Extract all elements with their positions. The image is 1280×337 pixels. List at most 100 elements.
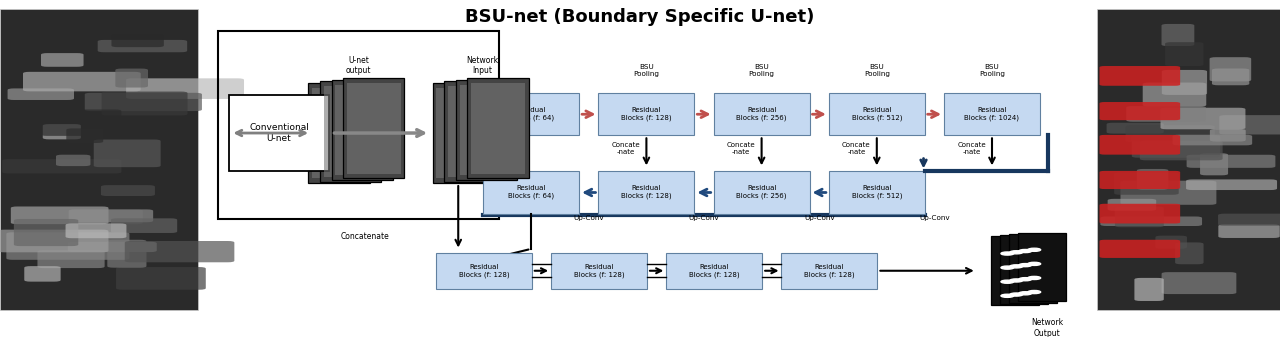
FancyBboxPatch shape	[1100, 102, 1180, 120]
FancyBboxPatch shape	[84, 93, 202, 111]
FancyBboxPatch shape	[467, 78, 529, 178]
Text: Residual
Blocks (f: 512): Residual Blocks (f: 512)	[851, 107, 902, 121]
FancyBboxPatch shape	[460, 85, 513, 175]
FancyBboxPatch shape	[1175, 242, 1203, 264]
Text: Network
Output: Network Output	[1030, 318, 1064, 337]
FancyBboxPatch shape	[1107, 123, 1164, 133]
Text: U-net
output: U-net output	[346, 56, 371, 75]
FancyBboxPatch shape	[0, 229, 109, 252]
FancyBboxPatch shape	[111, 218, 177, 233]
Text: Residual
Blocks (f: 128): Residual Blocks (f: 128)	[804, 264, 855, 278]
FancyBboxPatch shape	[65, 223, 127, 238]
FancyBboxPatch shape	[433, 83, 494, 183]
FancyBboxPatch shape	[41, 53, 83, 67]
Circle shape	[1028, 290, 1041, 294]
FancyBboxPatch shape	[1161, 108, 1245, 129]
FancyBboxPatch shape	[69, 209, 143, 224]
FancyBboxPatch shape	[1162, 70, 1207, 95]
FancyBboxPatch shape	[1156, 236, 1187, 249]
FancyBboxPatch shape	[435, 253, 532, 289]
FancyBboxPatch shape	[1187, 179, 1277, 190]
FancyBboxPatch shape	[1100, 240, 1180, 258]
FancyBboxPatch shape	[1100, 204, 1180, 223]
Text: Up-Conv: Up-Conv	[919, 215, 950, 220]
Circle shape	[1019, 278, 1032, 281]
Circle shape	[1001, 294, 1014, 297]
FancyBboxPatch shape	[1220, 115, 1280, 134]
FancyBboxPatch shape	[471, 83, 525, 174]
FancyBboxPatch shape	[68, 242, 156, 252]
FancyBboxPatch shape	[37, 250, 105, 268]
FancyBboxPatch shape	[714, 172, 809, 214]
FancyBboxPatch shape	[991, 236, 1039, 305]
FancyBboxPatch shape	[229, 95, 329, 171]
FancyBboxPatch shape	[714, 93, 809, 135]
FancyBboxPatch shape	[829, 172, 925, 214]
FancyBboxPatch shape	[93, 140, 160, 167]
Circle shape	[1001, 252, 1014, 255]
FancyBboxPatch shape	[56, 155, 91, 166]
FancyBboxPatch shape	[945, 93, 1039, 135]
FancyBboxPatch shape	[1143, 83, 1206, 106]
Text: BSU-net (Boundary Specific U-net): BSU-net (Boundary Specific U-net)	[466, 8, 814, 26]
FancyBboxPatch shape	[324, 86, 378, 177]
Circle shape	[1001, 266, 1014, 269]
FancyBboxPatch shape	[24, 266, 60, 282]
FancyBboxPatch shape	[667, 253, 763, 289]
FancyBboxPatch shape	[101, 92, 187, 115]
FancyBboxPatch shape	[1172, 135, 1252, 145]
FancyBboxPatch shape	[1018, 233, 1066, 301]
FancyBboxPatch shape	[1219, 214, 1280, 226]
FancyBboxPatch shape	[1201, 153, 1228, 175]
Text: Up-Conv: Up-Conv	[573, 215, 604, 220]
FancyBboxPatch shape	[115, 68, 148, 88]
FancyBboxPatch shape	[312, 88, 366, 178]
Text: BSU
Pooling: BSU Pooling	[634, 64, 659, 77]
FancyBboxPatch shape	[3, 159, 122, 174]
Circle shape	[1010, 279, 1023, 282]
FancyBboxPatch shape	[599, 93, 694, 135]
Text: Residual
Blocks (f: 128): Residual Blocks (f: 128)	[458, 264, 509, 278]
FancyBboxPatch shape	[1139, 141, 1222, 160]
FancyBboxPatch shape	[484, 93, 580, 135]
Circle shape	[1019, 249, 1032, 253]
FancyBboxPatch shape	[1101, 216, 1202, 226]
FancyBboxPatch shape	[1219, 224, 1280, 238]
Circle shape	[1010, 293, 1023, 296]
Circle shape	[1028, 248, 1041, 251]
FancyBboxPatch shape	[1100, 135, 1180, 155]
FancyBboxPatch shape	[1210, 129, 1245, 142]
FancyBboxPatch shape	[552, 253, 648, 289]
FancyBboxPatch shape	[1187, 155, 1275, 168]
Text: Residual
Blocks (f: 64): Residual Blocks (f: 64)	[508, 107, 554, 121]
FancyBboxPatch shape	[101, 185, 155, 196]
FancyBboxPatch shape	[1125, 125, 1215, 142]
FancyBboxPatch shape	[1120, 181, 1216, 205]
FancyBboxPatch shape	[127, 78, 244, 99]
FancyBboxPatch shape	[69, 209, 154, 222]
Circle shape	[1001, 280, 1014, 283]
FancyBboxPatch shape	[347, 83, 401, 174]
FancyBboxPatch shape	[41, 110, 122, 136]
Text: Residual
Blocks (f: 128): Residual Blocks (f: 128)	[621, 107, 672, 121]
Text: Residual
Blocks (f: 512): Residual Blocks (f: 512)	[851, 185, 902, 200]
FancyBboxPatch shape	[444, 81, 506, 182]
FancyBboxPatch shape	[332, 80, 393, 180]
Circle shape	[1028, 262, 1041, 266]
Text: BSU
Pooling: BSU Pooling	[979, 64, 1005, 77]
Text: Concate
-nate: Concate -nate	[727, 142, 755, 155]
FancyBboxPatch shape	[1115, 207, 1164, 227]
Text: Concate
-nate: Concate -nate	[957, 142, 986, 155]
FancyBboxPatch shape	[1097, 9, 1280, 310]
FancyBboxPatch shape	[97, 40, 187, 52]
FancyBboxPatch shape	[436, 88, 490, 178]
FancyBboxPatch shape	[1161, 272, 1236, 294]
FancyBboxPatch shape	[67, 128, 104, 143]
FancyBboxPatch shape	[1137, 169, 1169, 190]
FancyBboxPatch shape	[42, 124, 81, 140]
Text: BSU
Pooling: BSU Pooling	[864, 64, 890, 77]
FancyBboxPatch shape	[320, 81, 381, 182]
Circle shape	[1010, 265, 1023, 268]
Text: Up-Conv: Up-Conv	[689, 215, 719, 220]
FancyBboxPatch shape	[111, 34, 164, 47]
